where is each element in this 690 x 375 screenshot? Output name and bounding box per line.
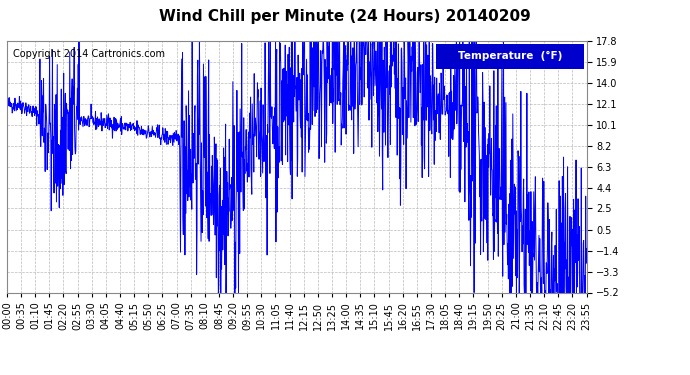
Text: Wind Chill per Minute (24 Hours) 20140209: Wind Chill per Minute (24 Hours) 2014020… <box>159 9 531 24</box>
Text: Copyright 2014 Cartronics.com: Copyright 2014 Cartronics.com <box>12 49 165 59</box>
